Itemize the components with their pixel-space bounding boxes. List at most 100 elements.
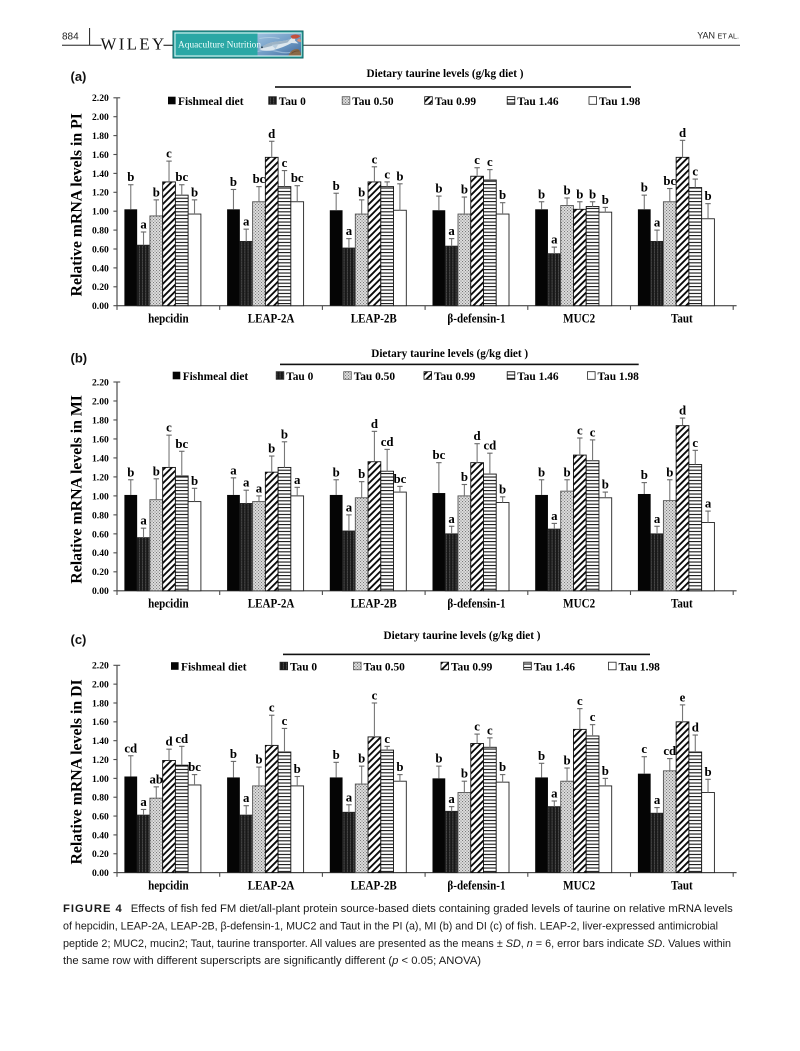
svg-text:a: a <box>140 514 147 528</box>
svg-text:b: b <box>499 760 506 774</box>
svg-text:1.20: 1.20 <box>92 755 109 766</box>
svg-text:b: b <box>641 468 648 482</box>
svg-text:b: b <box>564 183 571 197</box>
svg-text:a: a <box>654 216 661 230</box>
svg-text:1.40: 1.40 <box>92 736 109 747</box>
svg-text:Tau 1.98: Tau 1.98 <box>599 96 641 108</box>
svg-text:0.00: 0.00 <box>92 586 109 597</box>
svg-text:(b): (b) <box>71 351 88 366</box>
svg-text:1.80: 1.80 <box>92 131 109 142</box>
svg-text:a: a <box>551 233 558 247</box>
svg-text:e: e <box>680 690 686 704</box>
svg-text:c: c <box>692 436 698 450</box>
svg-text:884: 884 <box>62 32 79 43</box>
svg-text:Tau 0: Tau 0 <box>290 661 317 673</box>
svg-text:a: a <box>140 217 147 231</box>
svg-text:b: b <box>255 753 262 767</box>
svg-text:0.40: 0.40 <box>92 263 109 274</box>
svg-text:b: b <box>333 179 340 193</box>
svg-text:b: b <box>358 752 365 766</box>
svg-text:Dietary taurine levels (g/kg d: Dietary taurine levels (g/kg diet ) <box>367 68 524 80</box>
svg-text:a: a <box>705 497 712 511</box>
svg-text:LEAP-2A: LEAP-2A <box>248 312 295 326</box>
svg-text:b: b <box>461 470 468 484</box>
svg-text:Relative mRNA levels in DI: Relative mRNA levels in DI <box>68 679 85 864</box>
svg-text:1.60: 1.60 <box>92 434 109 445</box>
svg-text:MUC2: MUC2 <box>563 879 595 893</box>
svg-text:β-defensin-1: β-defensin-1 <box>447 879 505 893</box>
svg-text:b: b <box>641 181 648 195</box>
svg-text:b: b <box>435 752 442 766</box>
svg-text:b: b <box>153 464 160 478</box>
svg-text:0.20: 0.20 <box>92 567 109 578</box>
svg-text:MUC2: MUC2 <box>563 597 595 611</box>
svg-text:a: a <box>551 786 558 800</box>
svg-text:b: b <box>564 754 571 768</box>
svg-text:c: c <box>372 152 378 166</box>
svg-text:Dietary taurine levels (g/kg d: Dietary taurine levels (g/kg diet ) <box>371 348 528 360</box>
svg-text:hepcidin: hepcidin <box>148 312 189 326</box>
svg-text:0.00: 0.00 <box>92 301 109 312</box>
svg-text:b: b <box>602 193 609 207</box>
svg-text:ab: ab <box>150 772 164 786</box>
svg-text:0.40: 0.40 <box>92 548 109 559</box>
svg-text:1.00: 1.00 <box>92 491 109 502</box>
svg-text:cd: cd <box>124 741 137 755</box>
svg-text:0.00: 0.00 <box>92 868 109 879</box>
svg-text:0.80: 0.80 <box>92 510 109 521</box>
svg-text:a: a <box>346 224 353 238</box>
svg-text:1.80: 1.80 <box>92 415 109 426</box>
svg-text:b: b <box>461 767 468 781</box>
svg-text:a: a <box>654 512 661 526</box>
svg-text:b: b <box>576 187 583 201</box>
svg-text:1.40: 1.40 <box>92 169 109 180</box>
svg-text:b: b <box>538 187 545 201</box>
svg-text:b: b <box>127 170 134 184</box>
svg-text:b: b <box>396 169 403 183</box>
svg-text:b: b <box>191 185 198 199</box>
svg-text:d: d <box>268 127 275 141</box>
svg-text:Tau 1.98: Tau 1.98 <box>598 371 640 383</box>
svg-text:b: b <box>230 175 237 189</box>
svg-text:peptide 2; MUC2, mucin2; Taut,: peptide 2; MUC2, mucin2; Taut, taurine t… <box>63 938 731 950</box>
svg-text:a: a <box>294 473 301 487</box>
svg-text:Tau 0.99: Tau 0.99 <box>435 96 477 108</box>
svg-text:cd: cd <box>663 744 676 758</box>
svg-text:d: d <box>679 404 686 418</box>
svg-text:Tau 0.50: Tau 0.50 <box>364 661 406 673</box>
svg-text:bc: bc <box>663 174 676 188</box>
svg-text:c: c <box>166 147 172 161</box>
svg-text:a: a <box>346 790 353 804</box>
svg-text:Tau 0.50: Tau 0.50 <box>354 371 396 383</box>
svg-text:a: a <box>551 509 558 523</box>
svg-text:bc: bc <box>291 171 304 185</box>
svg-text:Tau 1.46: Tau 1.46 <box>517 371 559 383</box>
svg-text:a: a <box>256 481 263 495</box>
svg-text:of hepcidin, LEAP-2A, LEAP-2B,: of hepcidin, LEAP-2A, LEAP-2B, β-defensi… <box>63 920 718 932</box>
svg-text:c: c <box>269 701 275 715</box>
svg-text:Relative mRNA levels in PI: Relative mRNA levels in PI <box>68 113 85 296</box>
svg-text:bc: bc <box>253 172 266 186</box>
svg-text:b: b <box>602 764 609 778</box>
svg-text:b: b <box>281 427 288 441</box>
svg-text:Taut: Taut <box>671 597 693 611</box>
svg-text:hepcidin: hepcidin <box>148 597 189 611</box>
svg-text:1.00: 1.00 <box>92 207 109 218</box>
svg-text:a: a <box>448 512 455 526</box>
svg-text:Taut: Taut <box>671 312 693 326</box>
svg-text:LEAP-2A: LEAP-2A <box>248 597 295 611</box>
svg-text:b: b <box>499 482 506 496</box>
svg-text:hepcidin: hepcidin <box>148 879 189 893</box>
svg-text:the same row with different su: the same row with different superscripts… <box>63 955 481 967</box>
svg-text:b: b <box>704 189 711 203</box>
svg-text:c: c <box>282 156 288 170</box>
svg-text:LEAP-2B: LEAP-2B <box>351 312 397 326</box>
svg-text:(a): (a) <box>71 69 87 84</box>
svg-text:c: c <box>487 723 493 737</box>
svg-text:bc: bc <box>175 170 188 184</box>
svg-text:1.60: 1.60 <box>92 717 109 728</box>
svg-text:a: a <box>654 793 661 807</box>
svg-text:Tau 0.99: Tau 0.99 <box>434 371 476 383</box>
svg-text:Tau 1.46: Tau 1.46 <box>534 661 576 673</box>
